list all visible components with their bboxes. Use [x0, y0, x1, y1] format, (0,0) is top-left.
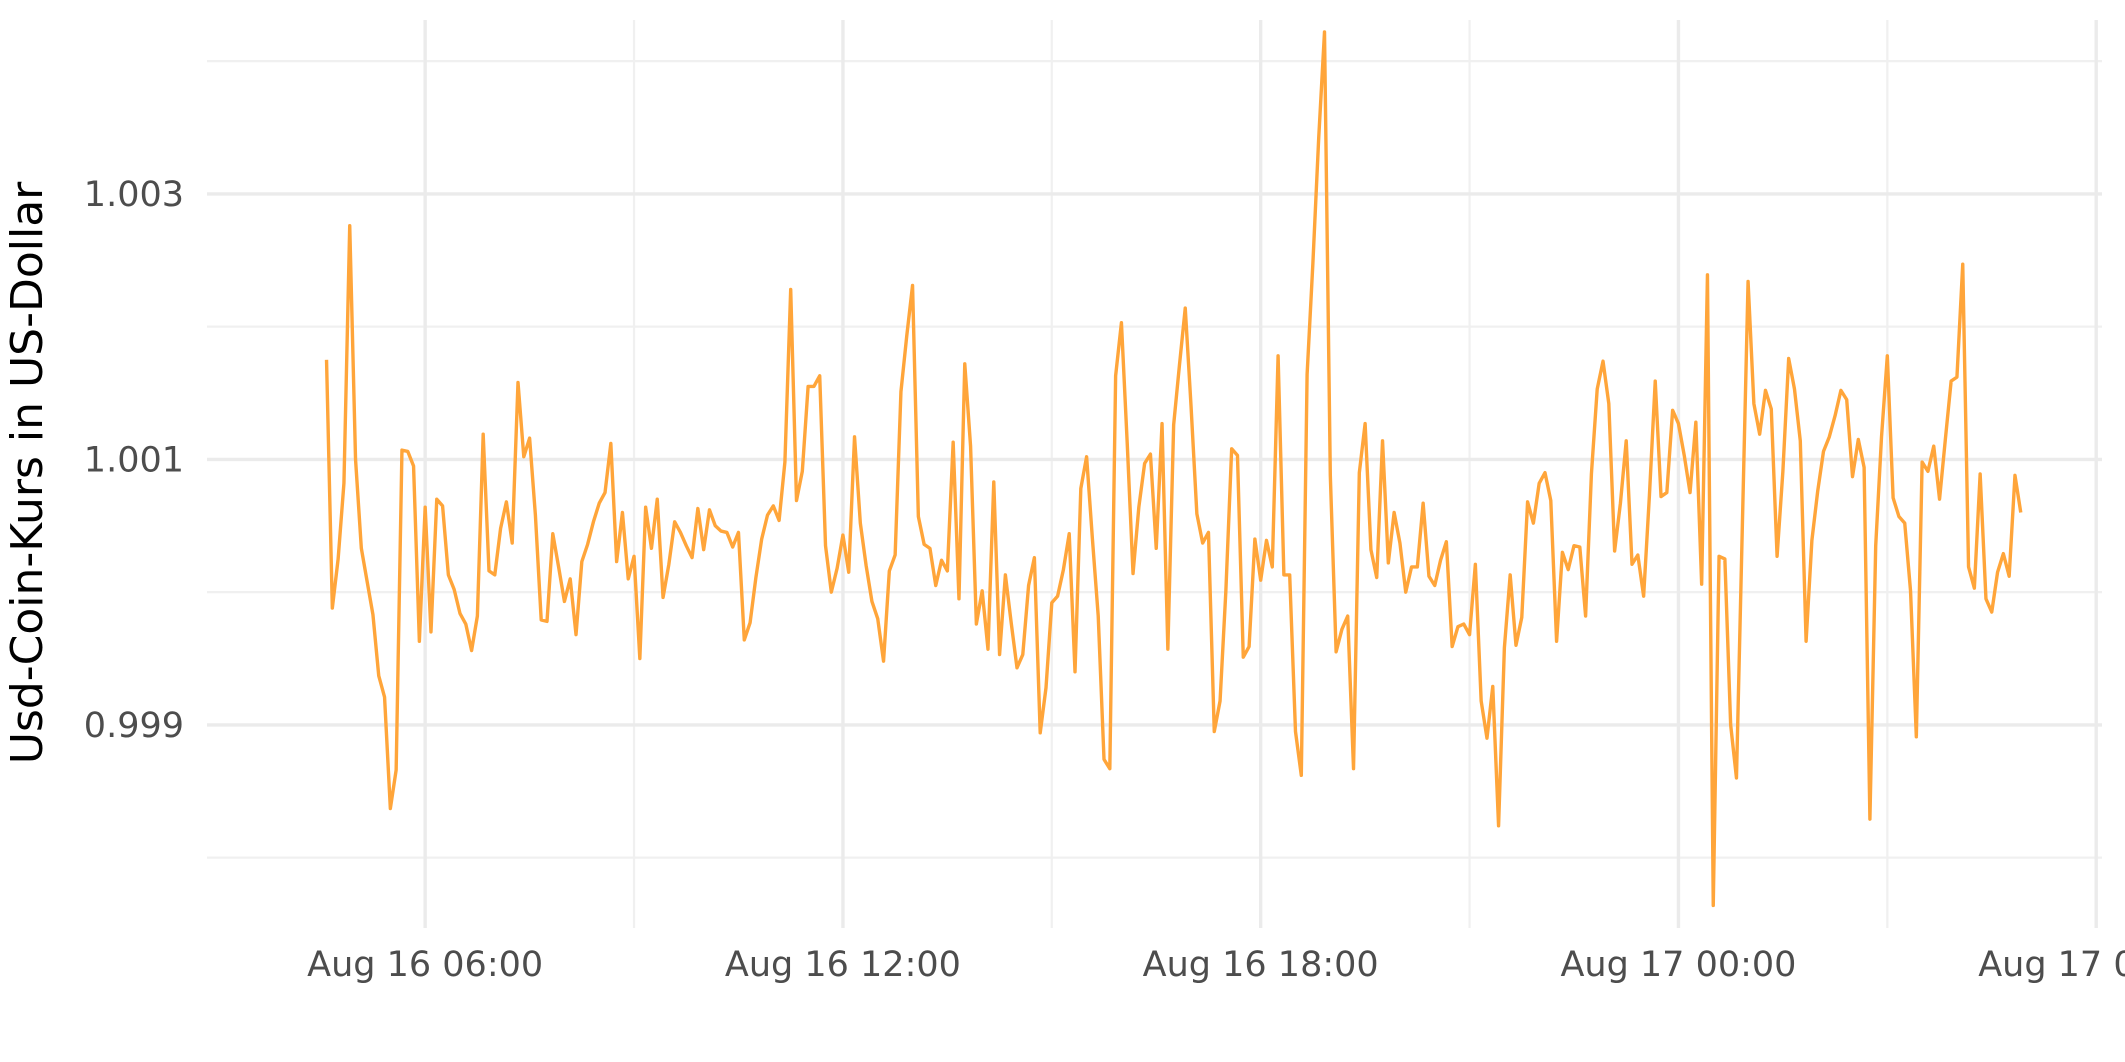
y-tick-label: 1.003 [84, 175, 184, 215]
x-tick-label: Aug 17 00:00 [1560, 945, 1796, 985]
major-gridlines [207, 20, 2102, 928]
y-tick-label: 1.001 [84, 440, 184, 480]
x-tick-label: Aug 16 12:00 [725, 945, 961, 985]
y-axis-title: Usd-Coin-Kurs in US-Dollar [2, 181, 53, 764]
x-tick-label: Aug 16 06:00 [307, 945, 543, 985]
y-axis-ticks: 0.999 1.001 1.003 [84, 175, 184, 746]
minor-gridlines [207, 20, 2102, 928]
x-tick-label: Aug 16 18:00 [1143, 945, 1379, 985]
x-tick-label: Aug 17 06:00 [1978, 945, 2125, 985]
y-tick-label: 0.999 [84, 706, 184, 746]
x-axis-ticks: Aug 16 06:00 Aug 16 12:00 Aug 16 18:00 Aug … [307, 945, 2125, 985]
series-line [324, 30, 2023, 908]
